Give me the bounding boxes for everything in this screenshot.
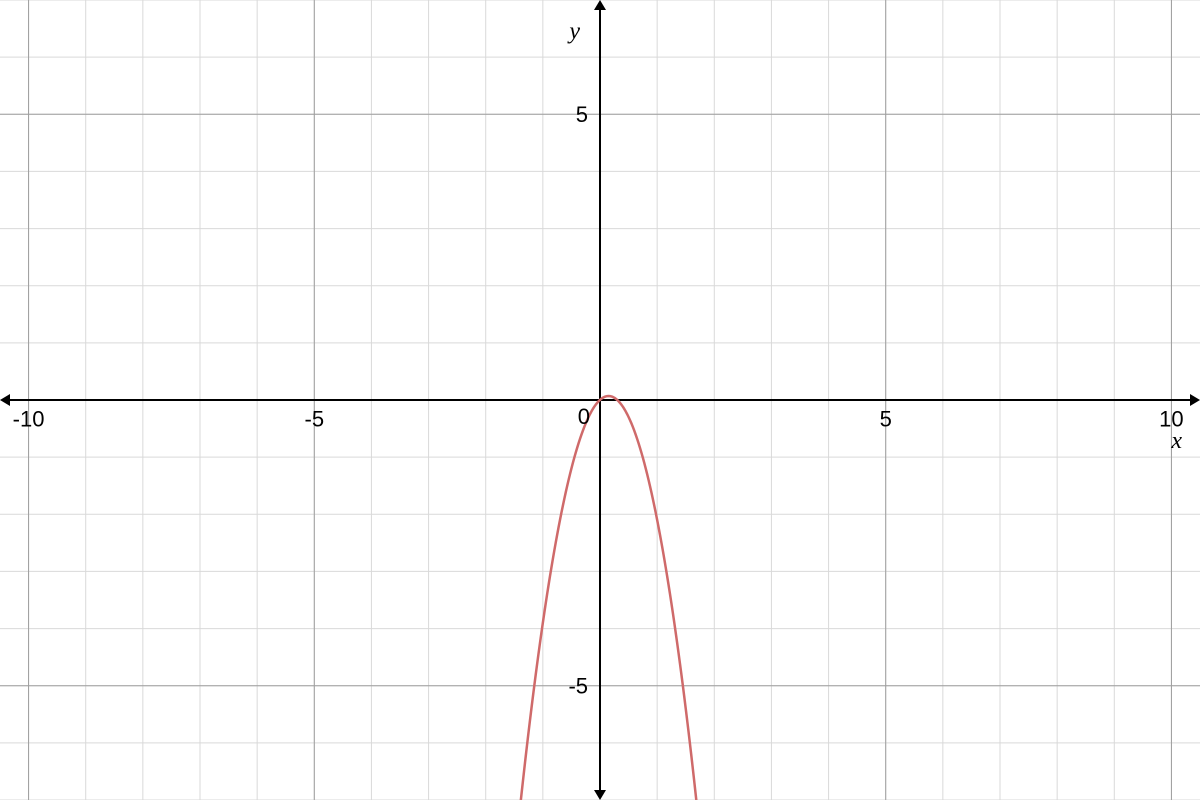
x-tick-label: 5 (880, 406, 892, 431)
origin-label: 0 (578, 404, 590, 429)
x-tick-label: -5 (305, 406, 325, 431)
coordinate-plane-chart: -10-5510-550xy (0, 0, 1200, 800)
y-tick-label: 5 (576, 102, 588, 127)
x-tick-label: -10 (13, 406, 45, 431)
y-axis-label: y (567, 18, 580, 44)
y-tick-label: -5 (568, 673, 588, 698)
x-axis-label: x (1170, 428, 1182, 454)
